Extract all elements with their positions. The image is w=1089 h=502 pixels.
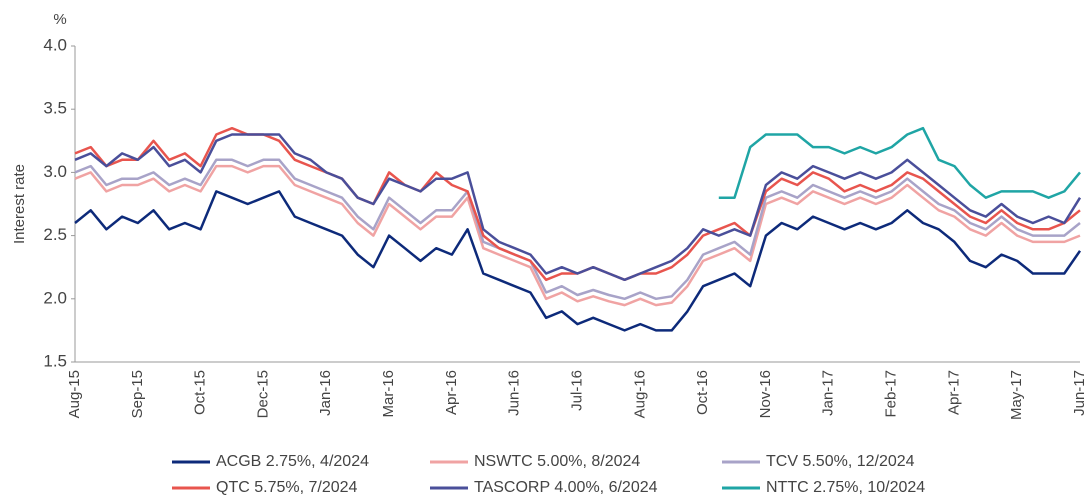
x-tick-label: Oct-15 bbox=[192, 370, 209, 415]
legend-label: NTTC 2.75%, 10/2024 bbox=[766, 479, 925, 496]
y-tick-label: 3.0 bbox=[43, 162, 67, 181]
x-tick-label: Jul-16 bbox=[568, 370, 585, 411]
y-tick-label: 4.0 bbox=[43, 35, 67, 54]
y-tick-label: 1.5 bbox=[43, 351, 67, 370]
series-line bbox=[74, 133, 1082, 282]
x-tick-label: Nov-16 bbox=[757, 370, 774, 418]
x-tick-label: Dec-15 bbox=[254, 370, 271, 418]
legend-label: TASCORP 4.00%, 6/2024 bbox=[474, 479, 658, 496]
x-tick-label: Mar-16 bbox=[380, 370, 397, 418]
x-tick-label: Jan-17 bbox=[820, 370, 837, 416]
series-line bbox=[718, 126, 1081, 199]
x-tick-label: Feb-17 bbox=[883, 370, 900, 418]
y-tick-label: 3.5 bbox=[43, 99, 67, 118]
series-line bbox=[74, 164, 1081, 307]
x-tick-label: Aug-16 bbox=[631, 370, 648, 418]
x-tick-label: Oct-16 bbox=[694, 370, 711, 415]
y-tick-label: 2.5 bbox=[43, 225, 67, 244]
series-line bbox=[74, 158, 1081, 301]
x-tick-label: Aug-15 bbox=[66, 370, 83, 418]
legend-label: TCV 5.50%, 12/2024 bbox=[766, 453, 915, 470]
x-tick-label: Apr-17 bbox=[945, 370, 962, 415]
x-tick-label: Jun-16 bbox=[506, 370, 523, 416]
x-tick-label: Jan-16 bbox=[317, 370, 334, 416]
y-axis-label: Interest rate bbox=[11, 164, 28, 244]
legend-label: NSWTC 5.00%, 8/2024 bbox=[474, 453, 640, 470]
y-tick-label: 2.0 bbox=[43, 288, 67, 307]
x-tick-label: May-17 bbox=[1008, 370, 1025, 420]
y-unit: % bbox=[53, 11, 66, 28]
series-line bbox=[74, 190, 1082, 332]
x-tick-label: Sep-15 bbox=[129, 370, 146, 418]
x-tick-label: Jun-17 bbox=[1071, 370, 1088, 416]
x-tick-label: Apr-16 bbox=[443, 370, 460, 415]
legend-label: QTC 5.75%, 7/2024 bbox=[216, 479, 358, 496]
legend-label: ACGB 2.75%, 4/2024 bbox=[216, 453, 369, 470]
